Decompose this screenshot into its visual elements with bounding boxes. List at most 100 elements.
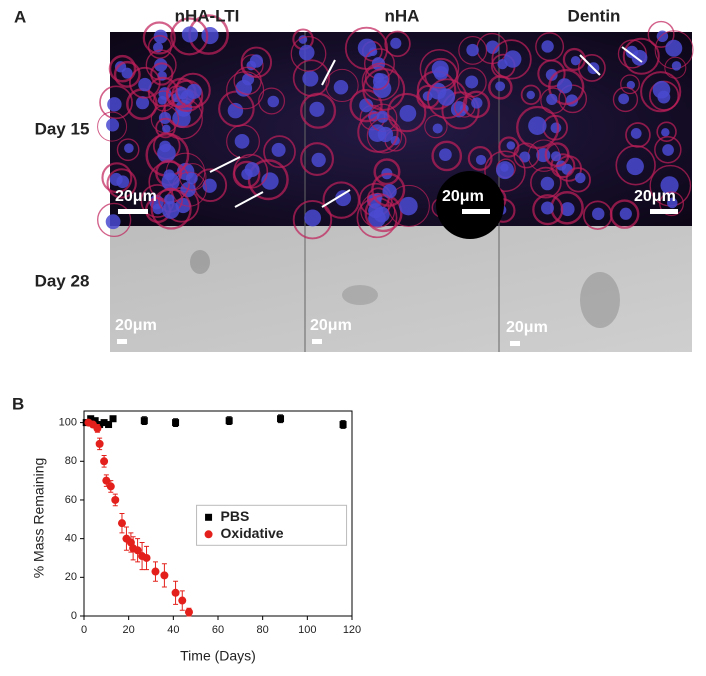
cell-nucleus xyxy=(618,93,630,105)
sem-feature xyxy=(580,272,620,328)
data-point xyxy=(225,417,233,425)
cell-nucleus xyxy=(626,157,644,176)
cell-membrane xyxy=(484,150,526,193)
data-point xyxy=(184,608,193,617)
arrows xyxy=(209,46,643,208)
cell-membrane xyxy=(128,66,161,99)
cell-nucleus xyxy=(161,172,180,191)
data-point xyxy=(91,417,99,425)
cell-membrane xyxy=(322,181,360,219)
cell-nucleus xyxy=(570,56,581,66)
data-point xyxy=(111,495,120,504)
scale-bar-label: 20μm xyxy=(115,317,157,334)
cell-nucleus xyxy=(631,49,648,66)
cell-membrane xyxy=(520,84,542,106)
cell-membrane xyxy=(97,111,128,142)
cell-nucleus xyxy=(201,26,219,45)
cell-membrane xyxy=(300,142,335,177)
cell-nucleus xyxy=(376,110,389,123)
cell-membrane xyxy=(565,167,591,193)
row-label: Day 15 xyxy=(35,119,90,138)
data-point xyxy=(277,415,285,423)
scale-bar xyxy=(510,341,520,346)
cell-membrane xyxy=(431,140,463,172)
cell-nucleus xyxy=(121,67,133,79)
cell-membrane xyxy=(647,20,675,48)
scale-bar-label: 20μm xyxy=(634,188,676,205)
cell-membrane xyxy=(193,168,228,203)
cell-membrane xyxy=(360,192,396,228)
x-tick-label: 0 xyxy=(81,624,87,636)
cell-membrane xyxy=(622,37,660,75)
cell-membrane xyxy=(558,84,588,114)
cell-membrane xyxy=(456,67,487,98)
scale-bar xyxy=(462,209,490,214)
x-axis-title: Time (Days) xyxy=(180,648,256,664)
cell-nucleus xyxy=(504,50,522,68)
scale-bar-label: 20μm xyxy=(115,188,157,205)
cell-nucleus xyxy=(465,75,479,89)
cell-membrane xyxy=(240,46,273,78)
data-point xyxy=(102,476,111,485)
cell-nucleus xyxy=(399,104,417,122)
cell-nucleus xyxy=(154,58,168,72)
cell-nucleus xyxy=(466,43,479,57)
cell-nucleus xyxy=(630,128,642,139)
x-tick-label: 40 xyxy=(167,624,179,636)
cell-membrane xyxy=(458,35,488,65)
cell-membrane xyxy=(233,153,269,189)
scale-bar xyxy=(312,339,322,344)
cell-nucleus xyxy=(302,70,319,87)
cell-membrane xyxy=(113,60,141,88)
cell-nucleus xyxy=(526,90,535,100)
cell-nucleus xyxy=(227,102,244,119)
cell-nucleus xyxy=(311,152,326,168)
y-tick-label: 0 xyxy=(71,610,77,622)
cell-nucleus xyxy=(116,175,130,189)
data-point xyxy=(171,588,180,597)
column-label: nHA xyxy=(385,6,420,25)
cell-nucleus xyxy=(157,95,167,105)
cell-nucleus xyxy=(304,209,322,227)
cell-nucleus xyxy=(439,148,452,162)
y-tick-label: 100 xyxy=(59,417,77,429)
cell-membrane xyxy=(361,62,400,101)
cell-membrane xyxy=(364,194,403,233)
cell-membrane xyxy=(300,92,337,129)
cell-membrane xyxy=(101,162,133,194)
data-point xyxy=(117,519,126,528)
cell-membrane xyxy=(426,78,468,119)
cell-membrane xyxy=(373,158,401,186)
cell-membrane xyxy=(467,146,493,171)
sem-feature xyxy=(190,250,210,274)
cell-membrane xyxy=(537,59,566,88)
cell-nucleus xyxy=(662,144,674,156)
cell-nucleus xyxy=(333,80,349,95)
cell-membrane xyxy=(142,21,176,55)
cell-nucleus xyxy=(267,95,280,108)
cell-nucleus xyxy=(495,161,514,180)
x-tick-label: 60 xyxy=(212,624,224,636)
cell-nucleus xyxy=(382,184,397,199)
cell-nucleus xyxy=(485,40,500,54)
cell-nucleus xyxy=(560,202,575,217)
cell-nucleus xyxy=(528,116,547,135)
cell-membrane xyxy=(640,71,682,113)
cell-nucleus xyxy=(105,214,121,230)
cell-nucleus xyxy=(540,176,555,191)
legend-marker xyxy=(205,513,213,521)
legend-marker xyxy=(204,530,213,539)
cell-membrane xyxy=(620,74,640,95)
cell-nucleus xyxy=(299,44,315,61)
data-point xyxy=(100,419,108,427)
scale-bar-label: 20μm xyxy=(506,319,548,336)
scale-bar xyxy=(118,209,148,214)
cell-nucleus xyxy=(368,203,384,219)
cell-membrane xyxy=(290,36,327,72)
cell-nucleus xyxy=(157,143,176,163)
panel-label: A xyxy=(14,7,26,26)
cell-nucleus xyxy=(106,118,120,132)
y-tick-label: 20 xyxy=(65,571,77,583)
scale-bar xyxy=(117,339,127,344)
cell-nucleus xyxy=(390,37,402,49)
